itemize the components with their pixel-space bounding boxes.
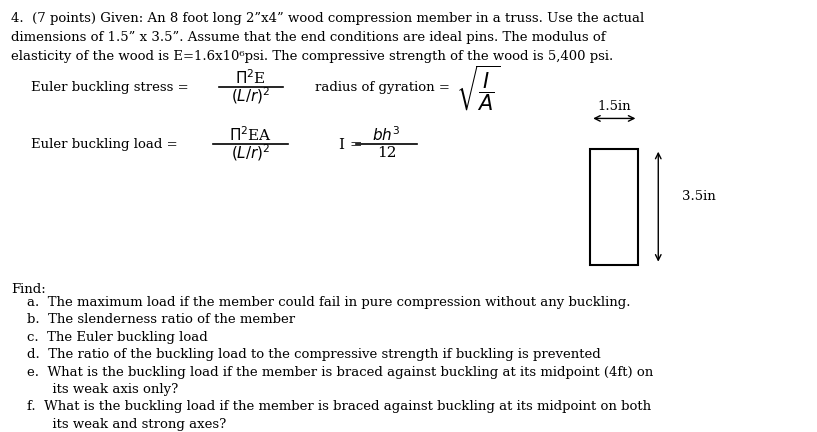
- Text: radius of gyration =: radius of gyration =: [315, 82, 449, 95]
- Text: e.  What is the buckling load if the member is braced against buckling at its mi: e. What is the buckling load if the memb…: [27, 365, 653, 378]
- Text: $(L/r)^2$: $(L/r)^2$: [230, 86, 270, 106]
- Text: 4.  (7 points) Given: An 8 foot long 2”x4” wood compression member in a truss. U: 4. (7 points) Given: An 8 foot long 2”x4…: [11, 12, 644, 25]
- Text: I =: I =: [338, 138, 362, 152]
- Text: a.  The maximum load if the member could fail in pure compression without any bu: a. The maximum load if the member could …: [27, 296, 630, 309]
- Text: $(L/r)^2$: $(L/r)^2$: [230, 143, 270, 163]
- Text: c.  The Euler buckling load: c. The Euler buckling load: [27, 330, 208, 344]
- Bar: [591, 149, 638, 264]
- Text: $\sqrt{\dfrac{\,I\,}{A}}$: $\sqrt{\dfrac{\,I\,}{A}}$: [456, 64, 500, 113]
- Text: Euler buckling stress =: Euler buckling stress =: [31, 82, 189, 95]
- Text: 3.5in: 3.5in: [682, 190, 716, 203]
- Text: 12: 12: [377, 146, 396, 160]
- Text: b.  The slenderness ratio of the member: b. The slenderness ratio of the member: [27, 313, 295, 326]
- Text: Euler buckling load =: Euler buckling load =: [31, 138, 177, 151]
- Text: f.  What is the buckling load if the member is braced against buckling at its mi: f. What is the buckling load if the memb…: [27, 400, 651, 413]
- Text: dimensions of 1.5” x 3.5”. Assume that the end conditions are ideal pins. The mo: dimensions of 1.5” x 3.5”. Assume that t…: [11, 31, 605, 44]
- Text: d.  The ratio of the buckling load to the compressive strength if buckling is pr: d. The ratio of the buckling load to the…: [27, 348, 600, 361]
- Text: $\Pi^2$EA: $\Pi^2$EA: [229, 125, 272, 144]
- Text: Find:: Find:: [11, 283, 46, 296]
- Text: $bh^3$: $bh^3$: [373, 125, 400, 144]
- Text: $\Pi^2$E: $\Pi^2$E: [235, 69, 266, 87]
- Text: elasticity of the wood is E=1.6x10⁶psi. The compressive strength of the wood is : elasticity of the wood is E=1.6x10⁶psi. …: [11, 50, 613, 63]
- Text: its weak and strong axes?: its weak and strong axes?: [27, 418, 226, 431]
- Text: its weak axis only?: its weak axis only?: [27, 383, 178, 396]
- Text: 1.5in: 1.5in: [597, 100, 631, 113]
